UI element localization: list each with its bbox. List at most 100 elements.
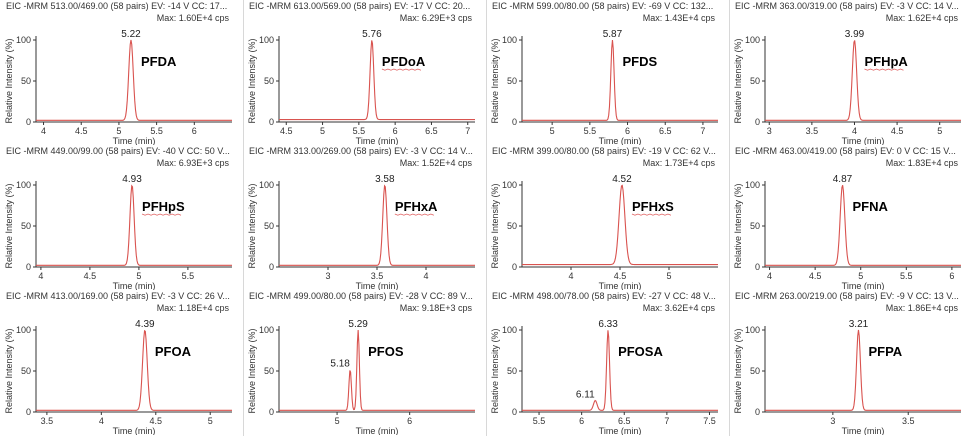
x-axis-label: Time (min): [356, 136, 399, 145]
x-tick-label: 3.5: [371, 271, 384, 281]
y-tick-label: 50: [507, 221, 517, 231]
peak-label: 5.22: [121, 29, 141, 40]
y-tick-label: 100: [259, 180, 274, 190]
panel-title: EIC -MRM 499.00/80.00 (58 pairs) EV: -28…: [249, 291, 473, 301]
chromatogram-trace: [279, 329, 475, 411]
x-tick-label: 4.5: [150, 416, 163, 426]
compound-name: PFHpA: [864, 54, 908, 69]
x-axis-label: Time (min): [599, 281, 642, 290]
x-tick-label: 4: [767, 271, 772, 281]
y-tick-label: 100: [745, 180, 760, 190]
y-axis-label: Relative Intensity (%): [4, 328, 14, 413]
peak-label: 3.99: [845, 29, 865, 40]
x-tick-label: 6.5: [618, 416, 631, 426]
chromatogram-panel: EIC -MRM 513.00/469.00 (58 pairs) EV: -1…: [0, 0, 243, 145]
y-tick-label: 0: [512, 262, 517, 272]
y-tick-label: 50: [750, 221, 760, 231]
x-tick-label: 5.5: [900, 271, 913, 281]
compound-name: PFPA: [868, 344, 902, 359]
compound-name: PFOSA: [618, 344, 663, 359]
chromatogram-trace: [522, 184, 718, 266]
panel-max-intensity: Max: 1.60E+4 cps: [156, 13, 229, 23]
x-tick-label: 5: [320, 126, 325, 136]
x-tick-label: 7: [700, 126, 705, 136]
y-tick-label: 50: [21, 76, 31, 86]
chromatogram-plot: 0 50 100 3 3.5 4 Relative Intensity (%) Time (m…: [247, 174, 475, 290]
compound-name: PFHxS: [632, 199, 674, 214]
x-tick-label: 6.5: [659, 126, 672, 136]
y-tick-label: 0: [512, 407, 517, 417]
x-tick-label: 4.5: [75, 126, 88, 136]
chromatogram-trace: [36, 329, 232, 411]
y-tick-label: 0: [755, 262, 760, 272]
y-tick-label: 0: [26, 262, 31, 272]
y-tick-label: 0: [269, 407, 274, 417]
panel-title: EIC -MRM 463.00/419.00 (58 pairs) EV: 0 …: [735, 146, 956, 156]
spellcheck-underline: [864, 68, 904, 71]
y-tick-label: 50: [264, 221, 274, 231]
x-tick-label: 7: [664, 416, 669, 426]
y-tick-label: 0: [755, 407, 760, 417]
y-tick-label: 50: [507, 76, 517, 86]
x-tick-label: 7.5: [703, 416, 716, 426]
x-tick-label: 4: [852, 126, 857, 136]
y-axis-label: Relative Intensity (%): [490, 183, 500, 268]
x-tick-label: 4: [99, 416, 104, 426]
x-axis-label: Time (min): [842, 281, 885, 290]
panel-title: EIC -MRM 263.00/219.00 (58 pairs) EV: -9…: [735, 291, 959, 301]
spellcheck-underline: [631, 213, 672, 216]
compound-name: PFDS: [622, 54, 657, 69]
chromatogram-plot: 0 50 100 5 6 Relative Intensity (%) Time (min)…: [247, 319, 475, 435]
x-tick-label: 7: [465, 126, 470, 136]
y-axis-label: Relative Intensity (%): [247, 328, 257, 413]
panel-title: EIC -MRM 599.00/80.00 (58 pairs) EV: -69…: [492, 1, 714, 11]
panel-title: EIC -MRM 449.00/99.00 (58 pairs) EV: -40…: [6, 146, 230, 156]
compound-name: PFHxA: [395, 199, 438, 214]
y-tick-label: 100: [16, 180, 31, 190]
compound-name: PFDA: [141, 54, 177, 69]
x-tick-label: 3: [830, 416, 835, 426]
y-tick-label: 100: [259, 325, 274, 335]
x-tick-label: 6: [579, 416, 584, 426]
x-tick-label: 4.5: [809, 271, 822, 281]
x-axis-label: Time (min): [356, 426, 399, 435]
chromatogram-plot: 0 50 100 5 5.5 6 6.5 7 Relative Intensity (%) Tim…: [490, 29, 718, 145]
panel-title: EIC -MRM 498.00/78.00 (58 pairs) EV: -27…: [492, 291, 716, 301]
chromatogram-trace: [522, 39, 718, 121]
x-tick-label: 5: [550, 126, 555, 136]
x-axis-label: Time (min): [599, 136, 642, 145]
chromatogram-plot: 0 50 100 4 4.5 5 5.5 Relative Intensity (%) Time…: [4, 174, 232, 290]
chromatogram-panel: EIC -MRM 363.00/319.00 (58 pairs) EV: -3…: [729, 0, 972, 145]
panel-max-intensity: Max: 1.43E+4 cps: [642, 13, 715, 23]
x-tick-label: 5.5: [150, 126, 163, 136]
panel-max-intensity: Max: 1.52E+4 cps: [399, 158, 472, 168]
x-tick-label: 6.5: [425, 126, 438, 136]
y-tick-label: 50: [507, 366, 517, 376]
y-tick-label: 100: [16, 35, 31, 45]
x-axis-label: Time (min): [113, 136, 156, 145]
x-tick-label: 5: [937, 126, 942, 136]
chromatogram-panel: EIC -MRM 599.00/80.00 (58 pairs) EV: -69…: [486, 0, 729, 145]
peak-label: 5.87: [603, 29, 623, 40]
x-tick-label: 5.5: [533, 416, 546, 426]
chromatogram-panel: EIC -MRM 613.00/569.00 (58 pairs) EV: -1…: [243, 0, 486, 145]
chromatogram-trace: [765, 185, 961, 266]
peak-label: 4.93: [122, 174, 142, 185]
compound-name: PFHpS: [142, 199, 185, 214]
peak-label: 5.18: [330, 358, 350, 369]
y-tick-label: 50: [21, 221, 31, 231]
y-tick-label: 100: [745, 35, 760, 45]
y-tick-label: 100: [502, 180, 517, 190]
x-tick-label: 3: [325, 271, 330, 281]
y-tick-label: 50: [750, 366, 760, 376]
panel-max-intensity: Max: 9.18E+3 cps: [399, 303, 472, 313]
x-axis-label: Time (min): [356, 281, 399, 290]
x-tick-label: 5.5: [353, 126, 366, 136]
chromatogram-trace: [36, 39, 232, 121]
panel-divider: [729, 0, 730, 436]
y-axis-label: Relative Intensity (%): [733, 38, 743, 123]
chromatogram-trace: [522, 330, 718, 411]
chromatogram-panel: EIC -MRM 463.00/419.00 (58 pairs) EV: 0 …: [729, 145, 972, 290]
y-axis-label: Relative Intensity (%): [4, 38, 14, 123]
y-tick-label: 0: [26, 407, 31, 417]
